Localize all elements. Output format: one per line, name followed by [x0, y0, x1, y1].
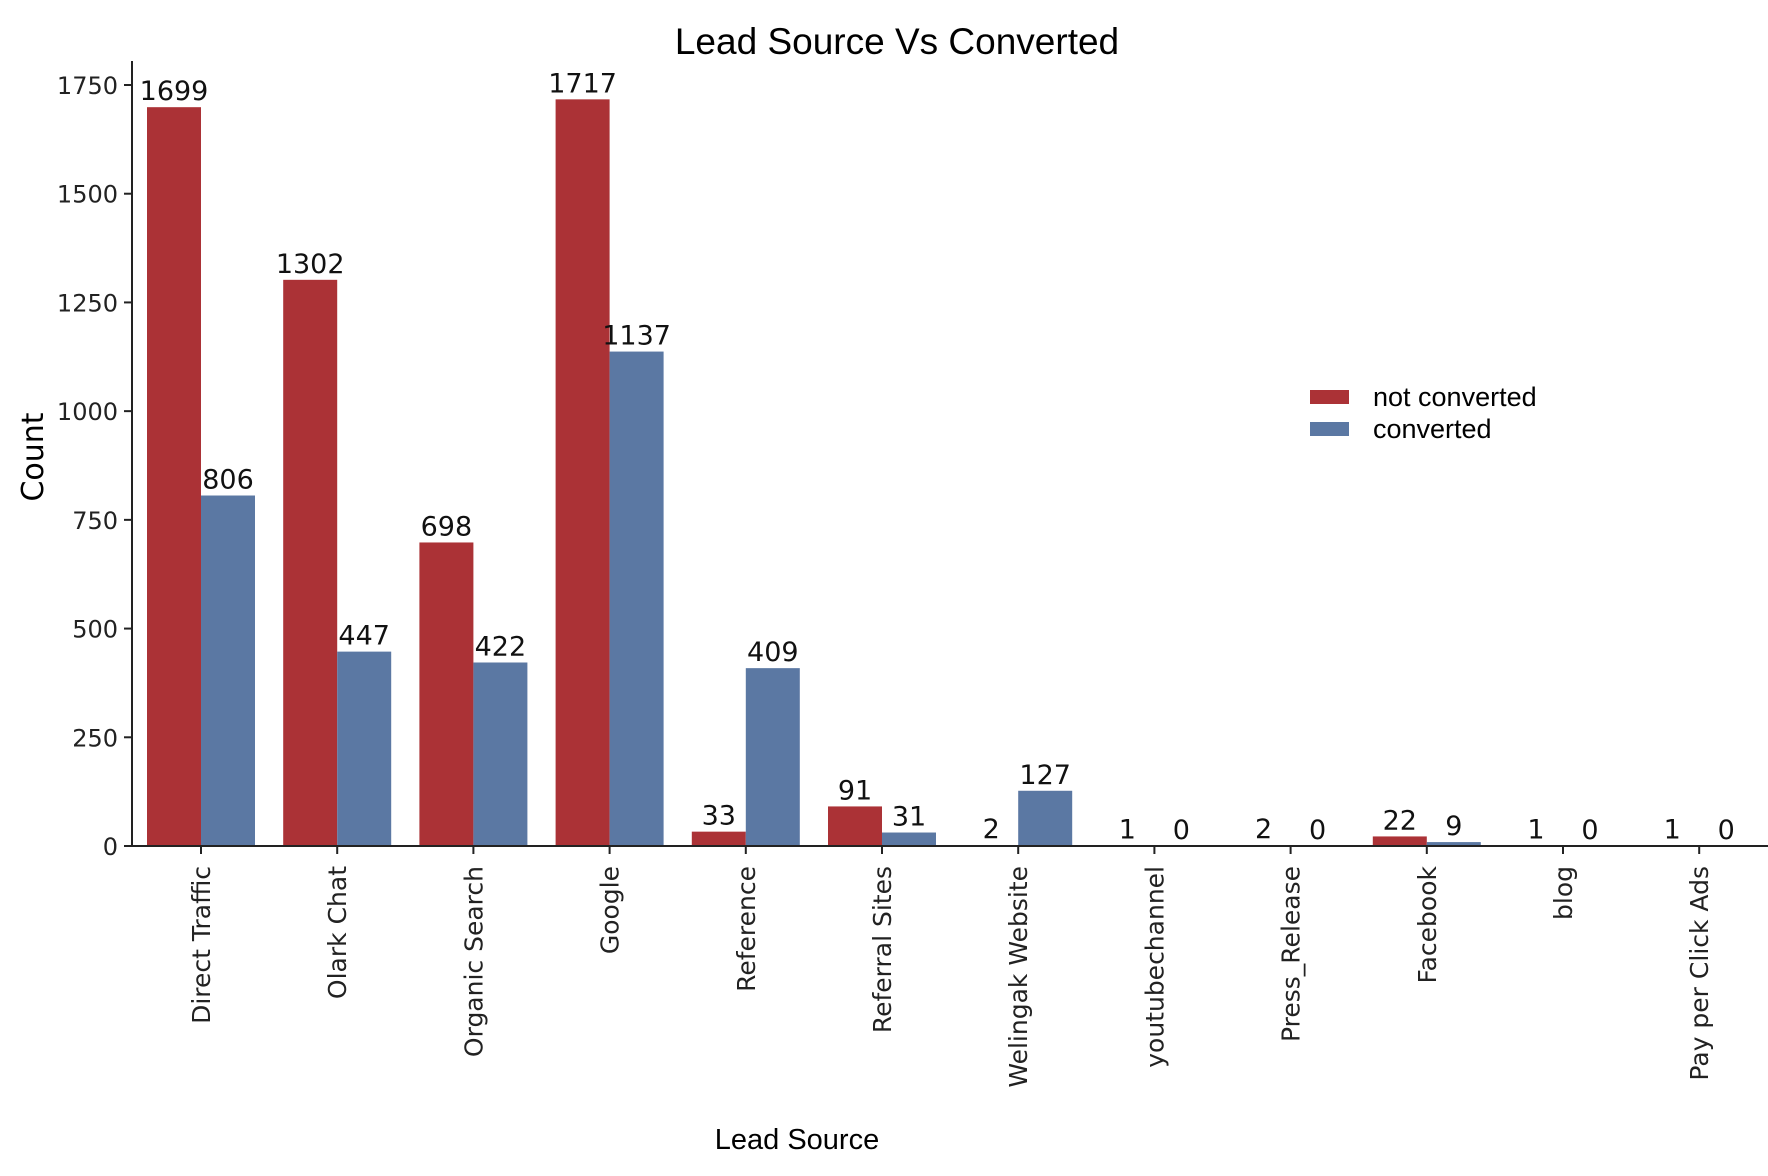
- y-tick-label: 1500: [57, 181, 118, 209]
- bar-converted: [610, 352, 664, 846]
- data-label-not-converted: 33: [702, 801, 736, 832]
- bar-converted: [473, 662, 527, 846]
- data-label-converted: 1137: [602, 321, 671, 352]
- bar-converted: [746, 668, 800, 846]
- data-label-not-converted: 2: [1255, 814, 1272, 845]
- data-label-converted: 31: [892, 802, 926, 833]
- data-label-converted: 0: [1581, 815, 1598, 846]
- data-label-not-converted: 1717: [548, 68, 617, 99]
- y-axis-ticks: 0 250 500 750 1000 1250 1500 1750: [57, 72, 132, 861]
- x-tick-label: Reference: [732, 866, 761, 992]
- bar-converted: [882, 833, 936, 846]
- x-tick-label: Press_Release: [1277, 866, 1306, 1042]
- data-label-converted: 9: [1445, 811, 1462, 842]
- y-tick-label: 1750: [57, 72, 118, 100]
- x-axis-title: Lead Source: [715, 1124, 879, 1156]
- data-label-converted: 0: [1718, 815, 1735, 846]
- y-tick-label: 1250: [57, 289, 118, 317]
- x-axis-ticks: Direct Traffic Olark Chat Organic Search Go…: [187, 846, 1714, 1088]
- data-label-converted: 447: [338, 621, 390, 652]
- chart-title: Lead Source Vs Converted: [675, 21, 1119, 62]
- x-tick-label: Olark Chat: [323, 866, 352, 999]
- legend-swatch: [1310, 422, 1349, 436]
- bar-not-converted: [556, 99, 610, 846]
- y-tick-label: 1000: [57, 398, 118, 426]
- bar-converted: [1018, 791, 1072, 846]
- data-label-not-converted: 1302: [276, 249, 345, 280]
- data-label-not-converted: 698: [421, 511, 473, 542]
- data-label-converted: 409: [747, 637, 799, 668]
- bar-series-group: [147, 99, 1699, 846]
- bar-not-converted: [147, 107, 201, 846]
- x-tick-label: blog: [1549, 866, 1578, 920]
- data-label-converted: 0: [1309, 815, 1326, 846]
- legend-label: converted: [1373, 414, 1492, 444]
- data-label-not-converted: 1: [1527, 815, 1544, 846]
- data-label-converted: 0: [1173, 815, 1190, 846]
- legend-label: not converted: [1373, 382, 1537, 412]
- y-tick-label: 750: [72, 507, 118, 535]
- y-tick-label: 250: [72, 724, 118, 752]
- bar-converted: [201, 496, 255, 846]
- x-tick-label: Direct Traffic: [187, 866, 216, 1024]
- data-label-converted: 806: [202, 465, 254, 496]
- data-label-not-converted: 1699: [140, 76, 209, 107]
- x-tick-label: youtubechannel: [1140, 866, 1169, 1068]
- bar-not-converted: [828, 806, 882, 846]
- data-label-not-converted: 1: [1119, 815, 1136, 846]
- bar-converted: [337, 652, 391, 846]
- legend-swatch: [1310, 390, 1349, 404]
- data-label-converted: 127: [1019, 760, 1071, 791]
- x-tick-label: Google: [596, 866, 625, 954]
- bar-not-converted: [1373, 836, 1427, 846]
- data-label-not-converted: 1: [1664, 815, 1681, 846]
- x-tick-label: Facebook: [1413, 865, 1442, 983]
- data-label-not-converted: 91: [838, 775, 872, 806]
- x-tick-label: Organic Search: [459, 866, 488, 1057]
- x-tick-label: Pay per Click Ads: [1685, 866, 1714, 1081]
- bar-not-converted: [283, 280, 337, 846]
- data-label-not-converted: 22: [1383, 805, 1417, 836]
- x-tick-label: Referral Sites: [868, 866, 897, 1033]
- y-tick-label: 500: [72, 616, 118, 644]
- y-axis-title: Count: [16, 412, 51, 501]
- data-label-converted: 422: [475, 631, 527, 662]
- x-tick-label: Welingak Website: [1004, 866, 1033, 1088]
- data-label-not-converted: 2: [983, 814, 1000, 845]
- bar-not-converted: [692, 832, 746, 846]
- bar-not-converted: [419, 542, 473, 846]
- y-tick-label: 0: [103, 833, 118, 861]
